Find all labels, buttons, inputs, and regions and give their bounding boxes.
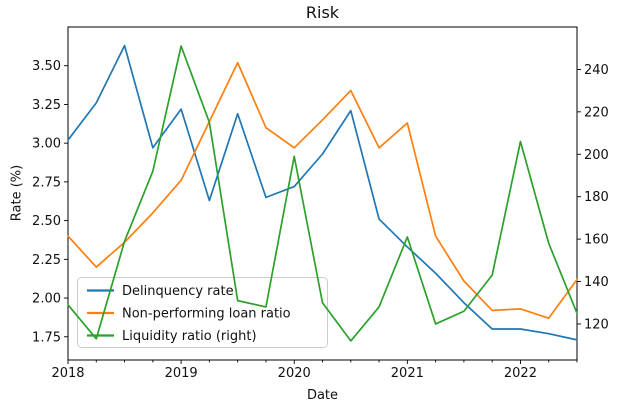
left-tick-label: 3.50	[32, 59, 61, 74]
legend-label-2: Liquidity ratio (right)	[122, 329, 257, 344]
left-tick-label: 2.75	[32, 175, 61, 190]
non-performing-loan-ratio-line	[67, 61, 578, 320]
left-tick-label: 2.50	[32, 214, 61, 229]
right-tick-label: 140	[584, 275, 609, 290]
right-tick-label: 240	[584, 63, 609, 78]
right-tick-label: 220	[584, 105, 609, 120]
left-tick-label: 3.25	[32, 98, 61, 113]
right-tick-label: 160	[584, 233, 609, 248]
left-tick-label: 1.75	[32, 330, 61, 345]
left-tick-label: 2.00	[32, 292, 61, 307]
x-tick-label: 2019	[165, 366, 198, 381]
chart-title: Risk	[305, 3, 340, 22]
liquidity-ratio-right-line	[67, 45, 578, 342]
x-tick-label: 2018	[51, 366, 84, 381]
legend: Delinquency rate Non-performing loan rati…	[77, 277, 328, 348]
x-tick-label: 2022	[504, 366, 537, 381]
left-tick-label: 2.25	[32, 253, 61, 268]
right-tick-label: 120	[584, 317, 609, 332]
delinquency-rate-line	[67, 44, 578, 341]
plot-frame	[67, 26, 578, 361]
right-tick-label: 180	[584, 190, 609, 205]
x-axis-label: Date	[306, 388, 339, 403]
x-tick-label: 2020	[278, 366, 311, 381]
x-tick-label: 2021	[391, 366, 424, 381]
left-tick-label: 3.00	[32, 137, 61, 152]
tick-labels: 1.75 2.00 2.25 2.50 2.75 3.00 3.25 3.50 120 140 16…	[32, 59, 609, 381]
legend-label-0: Delinquency rate	[122, 284, 234, 299]
right-tick-label: 200	[584, 148, 609, 163]
legend-box	[77, 277, 328, 348]
legend-label-1: Non-performing loan ratio	[122, 307, 291, 322]
